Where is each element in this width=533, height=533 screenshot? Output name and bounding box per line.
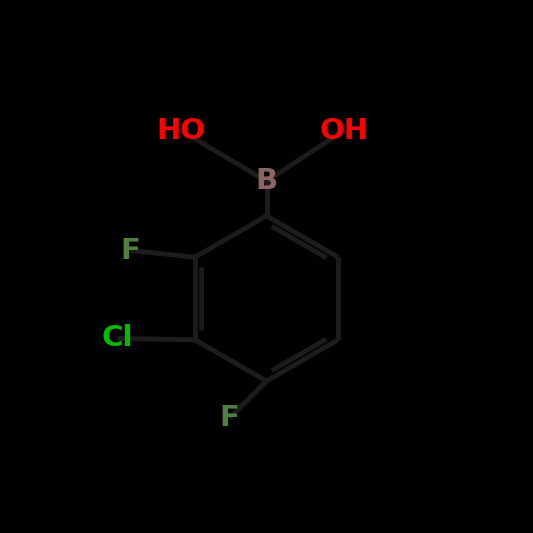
Text: F: F [120, 237, 141, 264]
Text: Cl: Cl [101, 325, 133, 352]
Text: HO: HO [157, 117, 206, 144]
Text: F: F [219, 405, 239, 432]
Text: OH: OH [319, 117, 368, 144]
Text: B: B [255, 167, 278, 195]
